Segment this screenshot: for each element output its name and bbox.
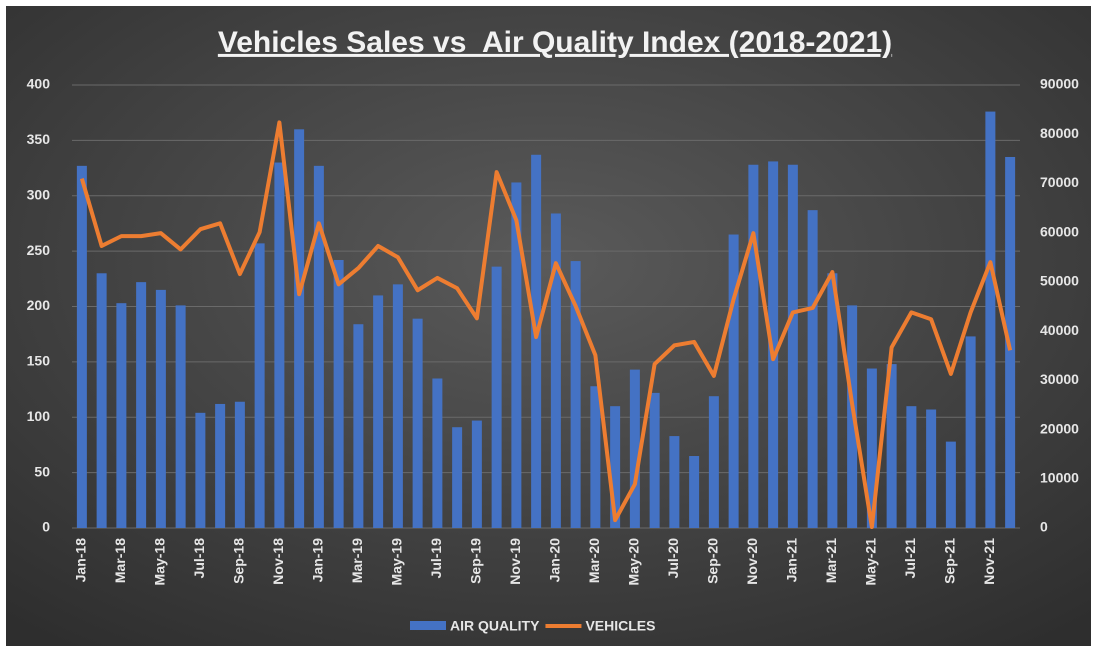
bar (136, 282, 147, 528)
x-tick-label: Nov-18 (270, 538, 286, 585)
bar (807, 210, 818, 528)
x-tick-label: Jul-18 (191, 538, 207, 579)
y2-tick-label: 40000 (1040, 322, 1079, 338)
legend-label: AIR QUALITY (450, 618, 540, 634)
x-tick-label: Mar-20 (586, 538, 602, 583)
bar (985, 111, 996, 528)
y-tick-label: 250 (27, 242, 51, 258)
bar (629, 369, 640, 528)
x-tick-label: Sep-19 (468, 538, 484, 584)
x-tick-label: Mar-19 (349, 538, 365, 583)
y-tick-label: 100 (27, 408, 51, 424)
bar (906, 406, 917, 528)
bar (610, 406, 621, 528)
bar (570, 261, 581, 528)
bar (768, 161, 779, 529)
x-tick-label: May-19 (389, 538, 405, 586)
bar (96, 273, 107, 528)
x-tick-label: Jul-21 (902, 538, 918, 579)
y-tick-label: 350 (27, 131, 51, 147)
bar (945, 441, 956, 528)
bar (649, 392, 660, 528)
x-tick-label: Nov-19 (507, 538, 523, 585)
bar (274, 162, 285, 528)
bar (432, 378, 443, 528)
bar (787, 164, 798, 529)
bar (708, 396, 719, 528)
bar (373, 295, 384, 528)
y2-tick-label: 60000 (1040, 223, 1079, 239)
legend-label: VEHICLES (585, 618, 655, 634)
x-tick-label: Sep-18 (231, 538, 247, 584)
y2-tick-label: 0 (1040, 519, 1048, 535)
bar (76, 165, 87, 528)
bar (847, 305, 858, 528)
x-tick-label: Jul-20 (665, 538, 681, 579)
bar (254, 243, 265, 528)
bar (748, 164, 759, 529)
y-tick-label: 0 (42, 519, 50, 535)
x-tick-label: Jul-19 (428, 538, 444, 579)
bar (412, 318, 423, 528)
y2-tick-label: 10000 (1040, 469, 1079, 485)
x-tick-label: Jan-20 (547, 538, 563, 583)
bar (669, 436, 680, 528)
x-tick-label: Jan-19 (310, 538, 326, 583)
x-tick-label: Nov-20 (744, 538, 760, 585)
bar (195, 412, 206, 528)
x-tick-label: Jan-18 (73, 538, 89, 583)
bar (175, 305, 186, 528)
y2-tick-label: 90000 (1040, 76, 1079, 92)
x-tick-label: Jan-21 (784, 538, 800, 583)
bar (689, 456, 700, 528)
bar (392, 284, 403, 528)
bar (471, 420, 482, 528)
bar (294, 129, 305, 529)
y-tick-label: 50 (34, 463, 50, 479)
bar (926, 409, 937, 528)
x-tick-label: Nov-21 (981, 538, 997, 585)
x-tick-label: May-21 (863, 538, 879, 586)
chart-background (6, 6, 1091, 646)
bar (886, 364, 897, 528)
bar (590, 386, 601, 528)
line (79, 120, 1013, 530)
legend-swatch (410, 621, 446, 630)
y2-tick-label: 70000 (1040, 174, 1079, 190)
x-tick-label: May-18 (152, 538, 168, 586)
bar (728, 234, 739, 528)
y-tick-label: 200 (27, 297, 51, 313)
x-tick-label: Mar-18 (112, 538, 128, 583)
bar (550, 213, 561, 528)
y2-tick-label: 80000 (1040, 125, 1079, 141)
y2-tick-label: 50000 (1040, 273, 1079, 289)
x-tick-label: Mar-21 (823, 538, 839, 583)
bar (116, 303, 127, 528)
bar (511, 182, 522, 528)
bar (313, 165, 324, 528)
bar (234, 401, 245, 528)
y-tick-label: 150 (27, 353, 51, 369)
bar (866, 368, 877, 528)
x-tick-label: Sep-21 (942, 538, 958, 584)
bar (531, 154, 542, 528)
y2-tick-label: 30000 (1040, 371, 1079, 387)
bar (452, 427, 463, 528)
x-tick-label: Sep-20 (705, 538, 721, 584)
bar (353, 324, 364, 528)
bar (491, 266, 502, 528)
y-tick-label: 300 (27, 186, 51, 202)
y2-tick-label: 20000 (1040, 420, 1079, 436)
bar (155, 289, 166, 528)
y-tick-label: 400 (27, 76, 51, 92)
bar (215, 403, 226, 528)
bar (965, 336, 976, 528)
bar (333, 259, 344, 528)
chart-title: Vehicles Sales vs Air Quality Index (201… (218, 26, 892, 59)
bar (827, 273, 838, 528)
x-tick-label: May-20 (626, 538, 642, 586)
